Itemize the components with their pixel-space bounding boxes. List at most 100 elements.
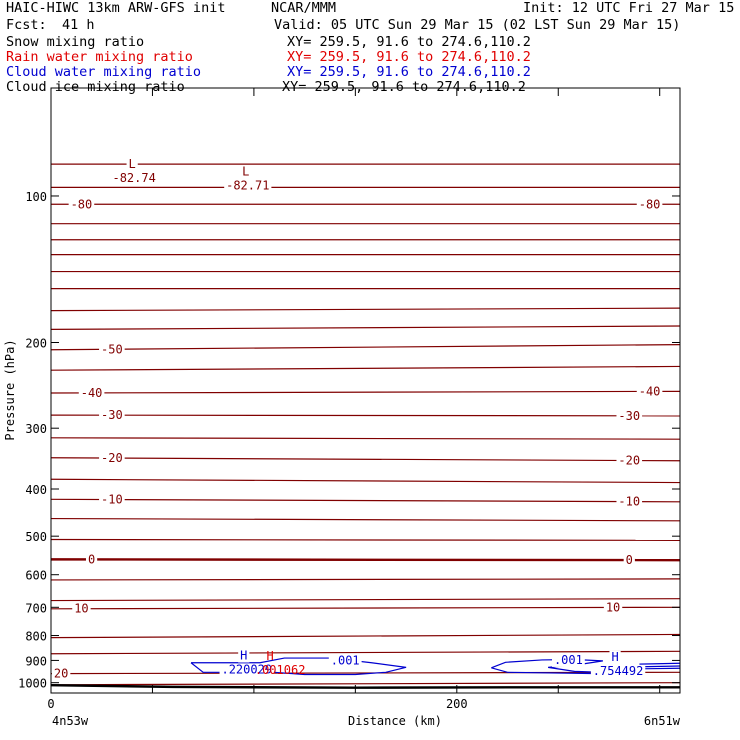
cloud-water-contour-label: .001	[554, 653, 583, 667]
label-mask	[110, 172, 158, 186]
isotherm-line	[50, 598, 681, 602]
isotherm-label: -10	[618, 495, 640, 509]
isotherm-label: -20	[101, 451, 123, 465]
label-mask	[219, 663, 274, 677]
isotherm-label: -40	[639, 384, 661, 398]
y-tick-label: 400	[25, 483, 47, 497]
label-mask	[85, 553, 98, 567]
field-name-rain: Rain water mixing ratio	[6, 49, 193, 65]
isotherm-line	[50, 390, 681, 394]
cloud-water-contour-label: .001	[331, 653, 360, 667]
x-tick-label: 0	[47, 697, 54, 711]
label-mask	[224, 179, 272, 193]
cloud-water-max-value: .220029	[221, 663, 272, 677]
isotherm-line	[50, 517, 681, 522]
isotherm-line	[50, 633, 681, 639]
isotherm-label: 0	[626, 553, 633, 567]
temperature-low-marker: L	[129, 157, 136, 171]
label-mask	[126, 158, 138, 172]
label-mask	[68, 198, 95, 212]
label-mask	[623, 554, 635, 568]
rain-max-marker: H	[267, 649, 274, 663]
isotherm-label: -80	[639, 197, 661, 211]
y-tick-label: 200	[25, 336, 47, 350]
isotherm-line	[50, 558, 681, 562]
field-name-cloud-ice: Cloud ice mixing ratio	[6, 79, 185, 95]
isotherm-label: -10	[101, 493, 123, 507]
label-mask	[99, 409, 125, 423]
y-tick-label: 1000	[18, 677, 47, 691]
y-tick-label: 500	[25, 530, 47, 544]
y-tick-label: 100	[25, 190, 47, 204]
plot-frame	[50, 87, 681, 694]
isotherm-label: -50	[101, 342, 123, 356]
cross-section-start-label: 4n53w	[52, 714, 89, 728]
isotherm-line	[50, 457, 681, 462]
label-mask	[328, 654, 362, 668]
isotherm-line	[50, 538, 681, 541]
init-time: Init: 12 UTC Fri 27 Mar 15	[523, 0, 735, 16]
isotherm-line	[50, 343, 681, 351]
isotherm-line	[50, 325, 681, 331]
isotherm-line	[50, 606, 681, 610]
field-xy-rain: XY= 259.5, 91.6 to 274.6,110.2	[287, 49, 531, 65]
temperature-low-value: -82.71	[226, 178, 269, 192]
y-tick-label: 300	[25, 422, 47, 436]
isotherm-line	[50, 437, 681, 440]
label-mask	[552, 653, 585, 667]
temperature-low-marker: L	[242, 164, 249, 178]
organization-label: NCAR/MMM	[271, 0, 337, 16]
terrain-surface-line	[50, 684, 680, 689]
label-mask	[636, 198, 663, 212]
isotherm-label: 0	[88, 552, 95, 566]
cloud-water-contour	[639, 662, 681, 665]
run-title: HAIC-HIWC 13km ARW-GFS init	[6, 0, 226, 16]
forecast-hour: 41 h	[62, 17, 95, 33]
field-xy-cloud-ice: XY= 259.5, 91.6 to 274.6,110.2	[282, 79, 526, 95]
isotherm-label: 20	[54, 667, 68, 681]
label-mask	[99, 452, 125, 466]
field-xy-cloud-water: XY= 259.5, 91.6 to 274.6,110.2	[287, 64, 531, 80]
valid-time: Valid: 05 UTC Sun 29 Mar 15 (02 LST Sun …	[274, 17, 681, 33]
rain-max-value: .001062	[255, 663, 306, 677]
label-mask	[636, 385, 663, 399]
isotherm-line	[50, 671, 681, 675]
isotherm-line	[50, 414, 681, 417]
label-mask	[603, 601, 623, 615]
isotherm-line	[50, 650, 681, 655]
label-mask	[616, 454, 643, 468]
label-mask	[72, 602, 91, 616]
isotherm-line	[50, 498, 681, 503]
cross-section-end-label: 6n51w	[644, 714, 681, 728]
field-name-cloud-water: Cloud water mixing ratio	[6, 64, 202, 80]
y-tick-label: 700	[25, 601, 47, 615]
isotherm-label: 10	[74, 602, 88, 616]
label-mask	[99, 343, 125, 357]
isotherm-line	[50, 478, 681, 484]
label-mask	[51, 667, 71, 681]
isotherm-label: -30	[618, 409, 640, 423]
isotherm-label: -80	[71, 197, 93, 211]
isotherm-label: -40	[81, 386, 103, 400]
y-axis-title: Pressure (hPa)	[3, 339, 17, 440]
label-mask	[238, 649, 250, 663]
temperature-low-value: -82.74	[112, 171, 155, 185]
label-mask	[240, 165, 252, 179]
isotherm-label: -20	[618, 454, 640, 468]
label-mask	[99, 493, 125, 507]
y-tick-label: 900	[25, 654, 47, 668]
y-tick-label: 800	[25, 630, 47, 644]
label-mask	[616, 409, 643, 423]
cloud-water-max-marker: H	[611, 650, 618, 664]
isotherm-line	[50, 682, 681, 686]
isotherm-line	[50, 307, 681, 312]
forecast-label: Fcst:	[6, 17, 47, 33]
label-mask	[78, 386, 105, 400]
cloud-water-max-value: .754492	[593, 664, 644, 678]
label-mask	[616, 495, 643, 509]
field-name-snow: Snow mixing ratio	[6, 34, 145, 50]
y-tick-label: 600	[25, 569, 47, 583]
isotherm-label: 10	[606, 600, 620, 614]
isotherm-label: -30	[101, 408, 123, 422]
